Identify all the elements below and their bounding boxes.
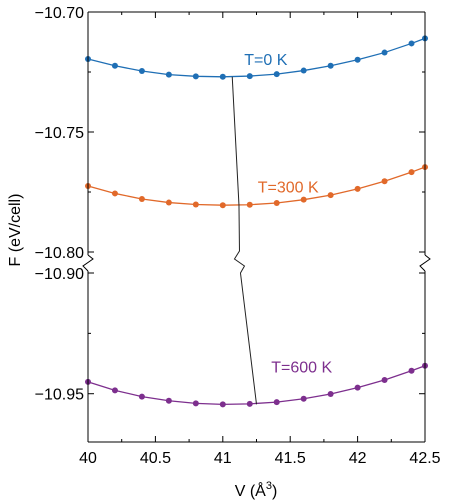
data-point-s2-2 xyxy=(138,393,145,400)
data-point-s2-4 xyxy=(192,400,199,407)
data-point-s2-7 xyxy=(273,399,280,406)
left-axis-break-mark xyxy=(82,254,94,272)
data-point-s1-6 xyxy=(246,201,253,208)
right-axis-break-mark xyxy=(419,254,431,272)
data-point-s2-3 xyxy=(165,397,172,404)
data-point-s1-1 xyxy=(111,190,118,197)
data-point-s1-7 xyxy=(273,200,280,207)
data-point-s0-8 xyxy=(300,67,307,74)
data-point-s0-2 xyxy=(138,68,145,75)
data-point-s2-12 xyxy=(408,367,415,374)
data-point-s0-3 xyxy=(165,71,172,78)
data-point-s2-5 xyxy=(219,401,226,408)
series-label-2: T=600 K xyxy=(271,359,332,376)
series-line-1 xyxy=(87,166,426,206)
x-axis-label-close: ) xyxy=(272,483,277,500)
data-point-s1-10 xyxy=(354,185,361,192)
y-axis-label: F (eV/cell) xyxy=(7,194,24,267)
data-point-s1-8 xyxy=(300,196,307,203)
data-point-s0-12 xyxy=(408,40,415,47)
data-point-s0-4 xyxy=(192,73,199,80)
x-axis-label-main: V (Å xyxy=(235,481,266,500)
data-point-s0-1 xyxy=(111,62,118,69)
data-point-s2-6 xyxy=(246,400,253,407)
x-tick-label-0: 40 xyxy=(79,450,97,467)
data-point-s2-1 xyxy=(111,387,118,394)
minimum-path-line xyxy=(231,76,257,405)
series-line-2 xyxy=(87,365,426,405)
y-tick-label-lower-1: −10.95 xyxy=(35,387,84,404)
y-tick-label-upper-2: −10.80 xyxy=(35,245,84,262)
data-point-s1-12 xyxy=(408,169,415,176)
data-point-s2-10 xyxy=(354,384,361,391)
x-axis-label: V (Å3) xyxy=(235,480,278,500)
x-tick-label-2: 41 xyxy=(214,450,232,467)
data-point-s0-11 xyxy=(381,49,388,56)
series-line-0 xyxy=(87,37,426,78)
data-point-s2-11 xyxy=(381,376,388,383)
series-label-0: T=0 K xyxy=(244,52,287,69)
data-point-s0-9 xyxy=(327,62,334,69)
x-axis-label-superscript: 3 xyxy=(266,480,272,492)
plot-area-background xyxy=(88,12,425,442)
minimum-path-layer xyxy=(231,76,257,405)
data-point-s1-11 xyxy=(381,178,388,185)
data-point-s1-4 xyxy=(192,201,199,208)
x-tick-label-3: 41.5 xyxy=(275,450,306,467)
data-point-s1-3 xyxy=(165,199,172,206)
data-point-s1-9 xyxy=(327,192,334,199)
data-point-s0-10 xyxy=(354,56,361,63)
data-point-s1-5 xyxy=(219,202,226,209)
axes-layer: 40 40.5 41 41.5 42 42.5 −10.70 −10.75 −10.80 −10.… xyxy=(35,5,441,467)
series-label-1: T=300 K xyxy=(258,179,319,196)
x-tick-label-1: 40.5 xyxy=(140,450,171,467)
data-point-s0-7 xyxy=(273,71,280,78)
data-point-s2-9 xyxy=(327,390,334,397)
series-labels-layer: T=0 K T=300 K T=600 K xyxy=(244,52,332,376)
x-tick-label-4: 42 xyxy=(349,450,367,467)
data-point-s2-8 xyxy=(300,395,307,402)
data-point-s0-5 xyxy=(219,73,226,80)
x-tick-label-5: 42.5 xyxy=(409,450,440,467)
y-tick-label-lower-0: −10.90 xyxy=(35,266,84,283)
data-point-s1-2 xyxy=(138,195,145,202)
y-tick-label-upper-0: −10.70 xyxy=(35,5,84,22)
y-tick-label-upper-1: −10.75 xyxy=(35,125,84,142)
data-point-s0-6 xyxy=(246,73,253,80)
